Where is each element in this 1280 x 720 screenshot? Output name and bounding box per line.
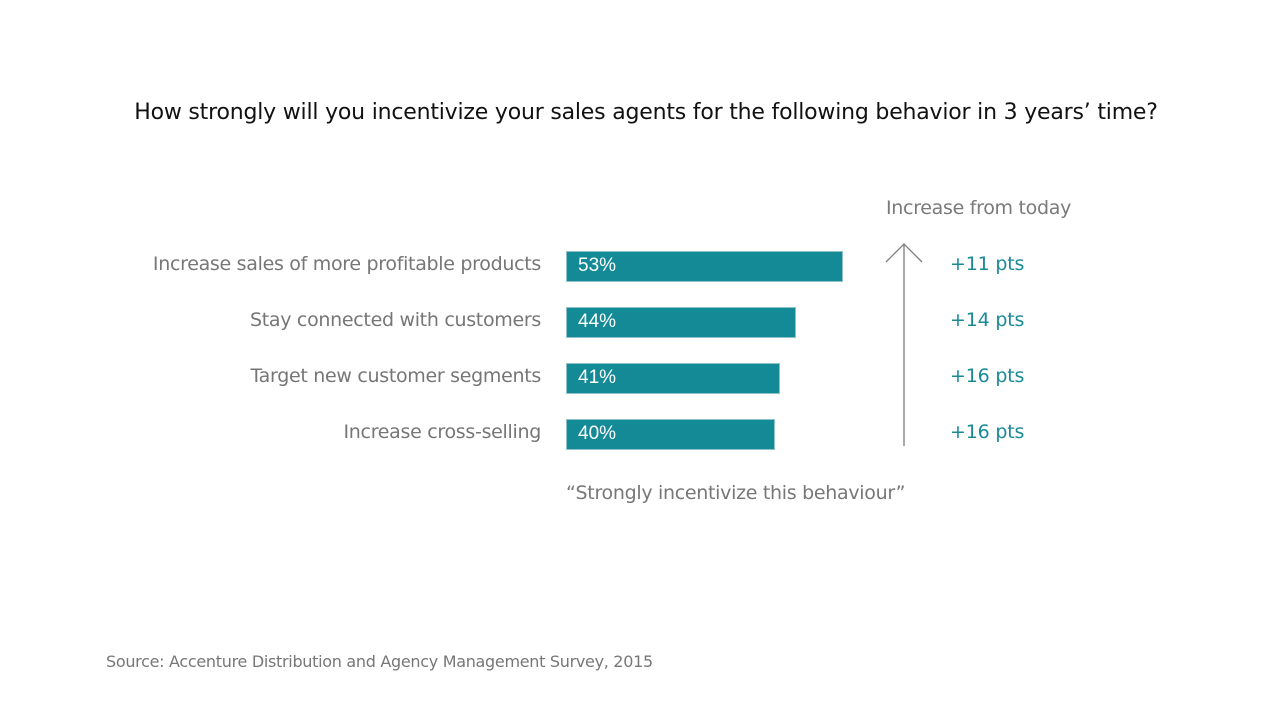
- bar: 53%: [566, 251, 844, 282]
- up-arrow-icon: [885, 243, 923, 446]
- increase-label: +16 pts: [950, 421, 1025, 443]
- bar-value-label: 40%: [578, 423, 617, 444]
- increase-label: +14 pts: [950, 309, 1025, 331]
- bar: 41%: [566, 363, 781, 394]
- category-label: Increase cross-selling: [343, 421, 542, 443]
- bar: 40%: [566, 419, 776, 450]
- bar-value-label: 44%: [578, 311, 617, 332]
- bar-value-label: 53%: [578, 255, 617, 276]
- increase-label: +11 pts: [950, 253, 1025, 275]
- bar-value-label: 41%: [578, 367, 617, 388]
- increase-label: +16 pts: [950, 365, 1025, 387]
- source-note: Source: Accenture Distribution and Agenc…: [106, 652, 653, 671]
- increase-header: Increase from today: [886, 197, 1072, 219]
- x-axis-label: “Strongly incentivize this behaviour”: [566, 482, 906, 504]
- category-label: Increase sales of more profitable produc…: [152, 253, 541, 275]
- category-label: Target new customer segments: [250, 365, 542, 387]
- bar: 44%: [566, 307, 797, 338]
- chart-title: How strongly will you incentivize your s…: [134, 100, 1158, 125]
- category-label: Stay connected with customers: [250, 309, 541, 331]
